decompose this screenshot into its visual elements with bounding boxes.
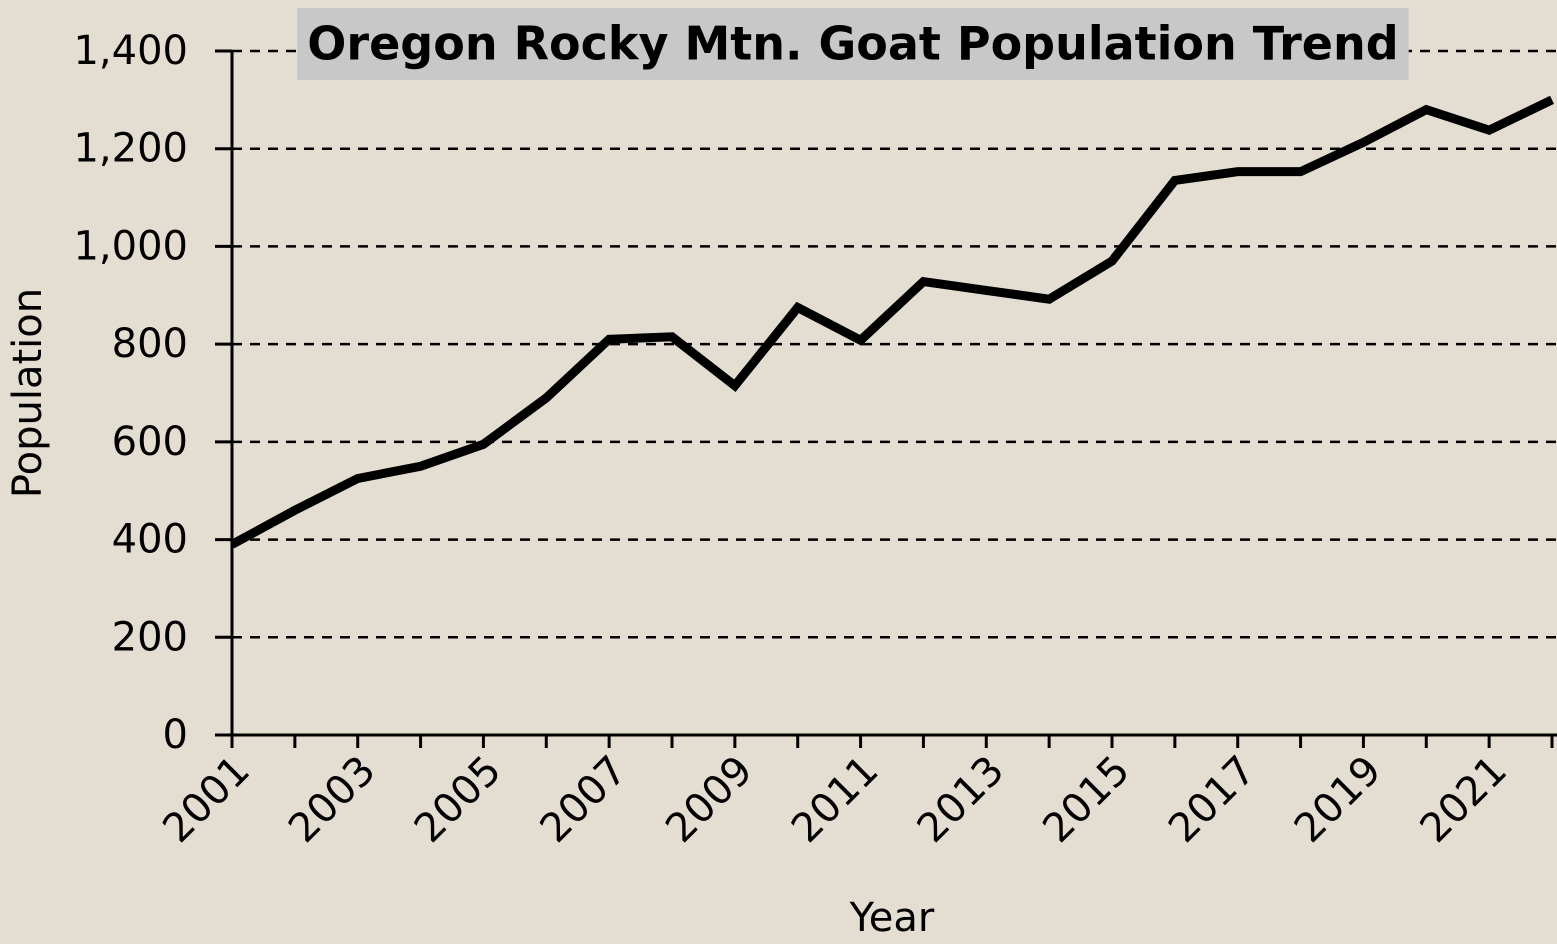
y-tick-label: 1,400 (73, 28, 188, 74)
y-tick-label: 600 (112, 419, 188, 465)
y-tick-label: 800 (112, 321, 188, 367)
line-series (229, 95, 1554, 549)
y-tick-label: 0 (163, 712, 188, 758)
grid (232, 49, 1557, 639)
chart-title: Oregon Rocky Mtn. Goat Population Trend (307, 17, 1398, 71)
y-tick-label: 200 (112, 614, 188, 660)
y-tick-label: 1,000 (73, 223, 188, 269)
y-tick-label: 400 (112, 517, 188, 563)
y-axis-label: Population (5, 288, 51, 498)
x-axis-label: Year (849, 895, 935, 941)
y-tick-label: 1,200 (73, 126, 188, 172)
title-background (297, 8, 1409, 80)
